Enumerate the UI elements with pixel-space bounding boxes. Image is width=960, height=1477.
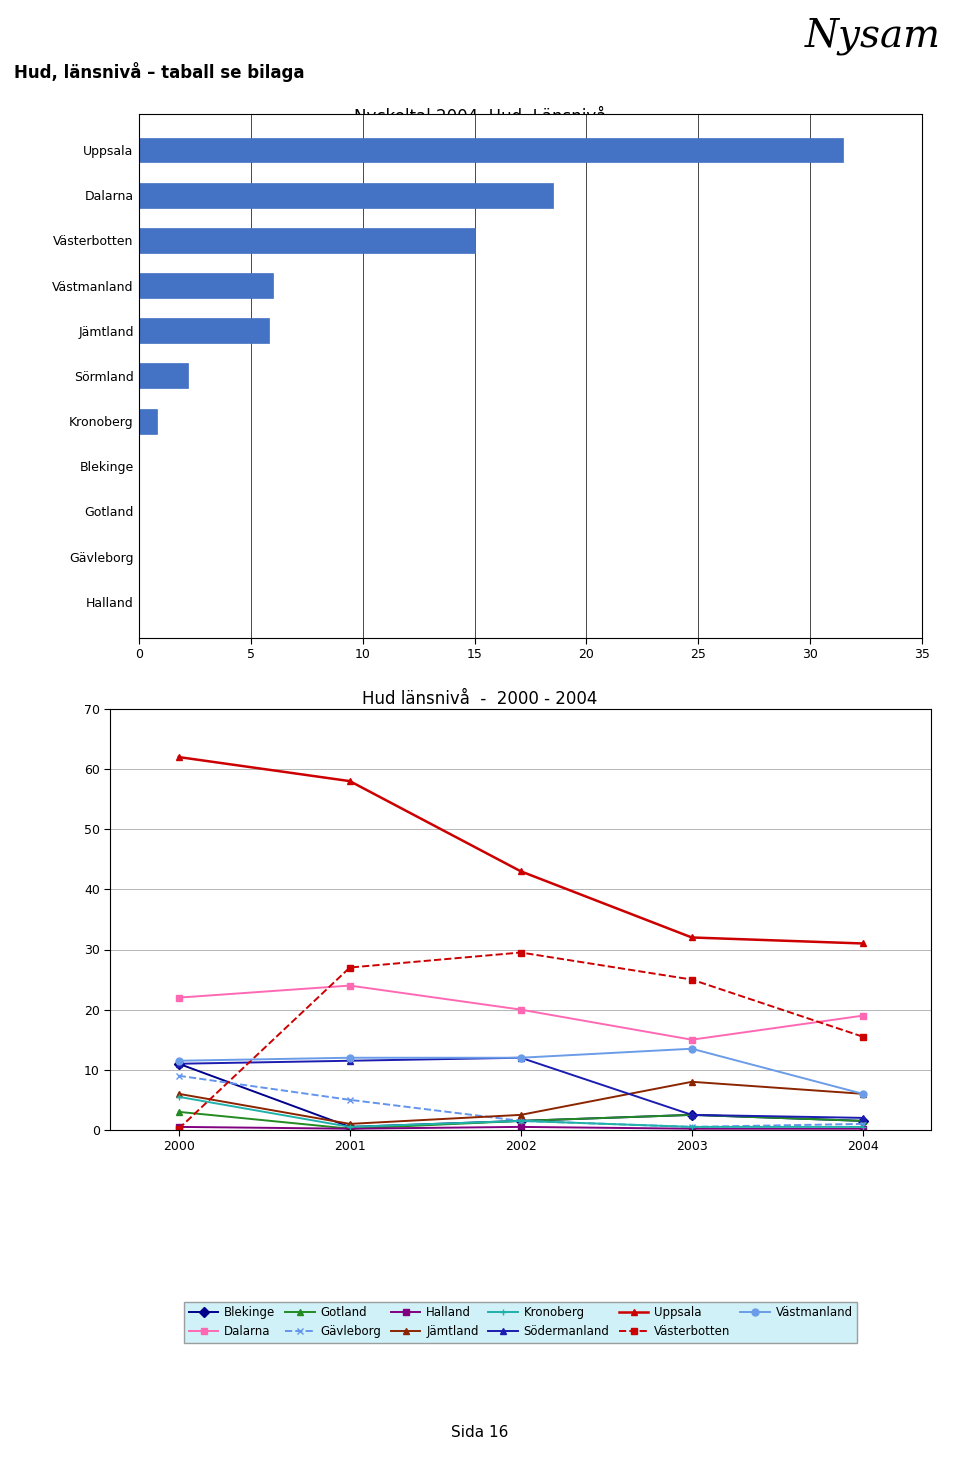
Halland bbox=[173, 1118, 184, 1136]
Line: Södermanland: Södermanland bbox=[176, 1055, 866, 1121]
Text: Sida 16: Sida 16 bbox=[451, 1425, 509, 1440]
Line: Halland: Halland bbox=[176, 1124, 866, 1133]
Line: Dalarna: Dalarna bbox=[176, 982, 866, 1043]
Bar bbox=[139, 183, 553, 208]
Gävleborg bbox=[857, 1115, 869, 1133]
Halland bbox=[857, 1120, 869, 1137]
Halland bbox=[344, 1120, 355, 1137]
Dalarna bbox=[344, 976, 355, 994]
Gävleborg bbox=[173, 1066, 184, 1084]
Text: Nyckeltal 2004  Hud  Länsnivå: Nyckeltal 2004 Hud Länsnivå bbox=[354, 106, 606, 126]
Västerbotten bbox=[344, 959, 355, 976]
Gotland bbox=[857, 1112, 869, 1130]
Gotland bbox=[173, 1103, 184, 1121]
Södermanland bbox=[173, 1055, 184, 1072]
Gävleborg bbox=[344, 1092, 355, 1109]
Bar bbox=[139, 137, 843, 162]
Kronoberg bbox=[515, 1112, 526, 1130]
Text: Hud länsnivå  -  2000 - 2004: Hud länsnivå - 2000 - 2004 bbox=[362, 690, 598, 707]
Gävleborg bbox=[686, 1118, 698, 1136]
Bar bbox=[139, 363, 188, 388]
Bar bbox=[139, 227, 474, 253]
Blekinge bbox=[857, 1112, 869, 1130]
Uppsala bbox=[686, 929, 698, 947]
Legend: Blekinge, Dalarna, Gotland, Gävleborg, Halland, Jämtland, Kronoberg, Södermanlan: Blekinge, Dalarna, Gotland, Gävleborg, H… bbox=[184, 1301, 857, 1343]
Dalarna bbox=[515, 1001, 526, 1019]
Jämtland bbox=[344, 1115, 355, 1133]
Halland bbox=[515, 1118, 526, 1136]
Dalarna bbox=[857, 1007, 869, 1025]
Jämtland bbox=[515, 1106, 526, 1124]
Dalarna bbox=[173, 988, 184, 1006]
Blekinge bbox=[686, 1106, 698, 1124]
Line: Kronoberg: Kronoberg bbox=[176, 1093, 866, 1130]
Jämtland bbox=[857, 1086, 869, 1103]
Södermanland bbox=[344, 1052, 355, 1069]
Västmanland bbox=[515, 1049, 526, 1066]
Västerbotten bbox=[686, 970, 698, 988]
Line: Uppsala: Uppsala bbox=[176, 753, 866, 947]
Uppsala bbox=[344, 772, 355, 790]
Jämtland bbox=[686, 1072, 698, 1090]
Dalarna bbox=[686, 1031, 698, 1049]
Blekinge bbox=[344, 1118, 355, 1136]
Kronoberg bbox=[686, 1118, 698, 1136]
Gotland bbox=[686, 1106, 698, 1124]
Kronoberg bbox=[857, 1118, 869, 1136]
Gotland bbox=[344, 1120, 355, 1137]
Line: Jämtland: Jämtland bbox=[176, 1078, 866, 1127]
Line: Blekinge: Blekinge bbox=[176, 1060, 866, 1130]
Västerbotten bbox=[173, 1120, 184, 1137]
Västmanland bbox=[344, 1049, 355, 1066]
Bar bbox=[139, 409, 157, 434]
Line: Gotland: Gotland bbox=[176, 1108, 866, 1133]
Jämtland bbox=[173, 1086, 184, 1103]
Text: Antal vårdtillfällen egna lt per 100 000 invånare: Antal vårdtillfällen egna lt per 100 000… bbox=[296, 716, 664, 734]
Södermanland bbox=[515, 1049, 526, 1066]
Gotland bbox=[515, 1112, 526, 1130]
Line: Västmanland: Västmanland bbox=[176, 1046, 866, 1097]
Blekinge bbox=[515, 1112, 526, 1130]
Blekinge bbox=[173, 1055, 184, 1072]
Text: Nysam: Nysam bbox=[804, 18, 941, 55]
Kronoberg bbox=[344, 1118, 355, 1136]
Uppsala bbox=[515, 863, 526, 880]
Västmanland bbox=[857, 1086, 869, 1103]
Halland bbox=[686, 1120, 698, 1137]
Uppsala bbox=[857, 935, 869, 953]
Bar bbox=[139, 318, 269, 343]
Södermanland bbox=[857, 1109, 869, 1127]
Södermanland bbox=[686, 1106, 698, 1124]
Kronoberg bbox=[173, 1089, 184, 1106]
Line: Gävleborg: Gävleborg bbox=[176, 1072, 866, 1130]
Västmanland bbox=[173, 1052, 184, 1069]
Gävleborg bbox=[515, 1112, 526, 1130]
Västmanland bbox=[686, 1040, 698, 1058]
Text: Hud, länsnivå – taball se bilaga: Hud, länsnivå – taball se bilaga bbox=[14, 62, 305, 83]
Västerbotten bbox=[857, 1028, 869, 1046]
Line: Västerbotten: Västerbotten bbox=[176, 950, 866, 1133]
Västerbotten bbox=[515, 944, 526, 962]
Text: Antal VTF per 100.000 inv: Antal VTF per 100.000 inv bbox=[372, 151, 588, 170]
Uppsala bbox=[173, 749, 184, 767]
Bar bbox=[139, 273, 274, 298]
